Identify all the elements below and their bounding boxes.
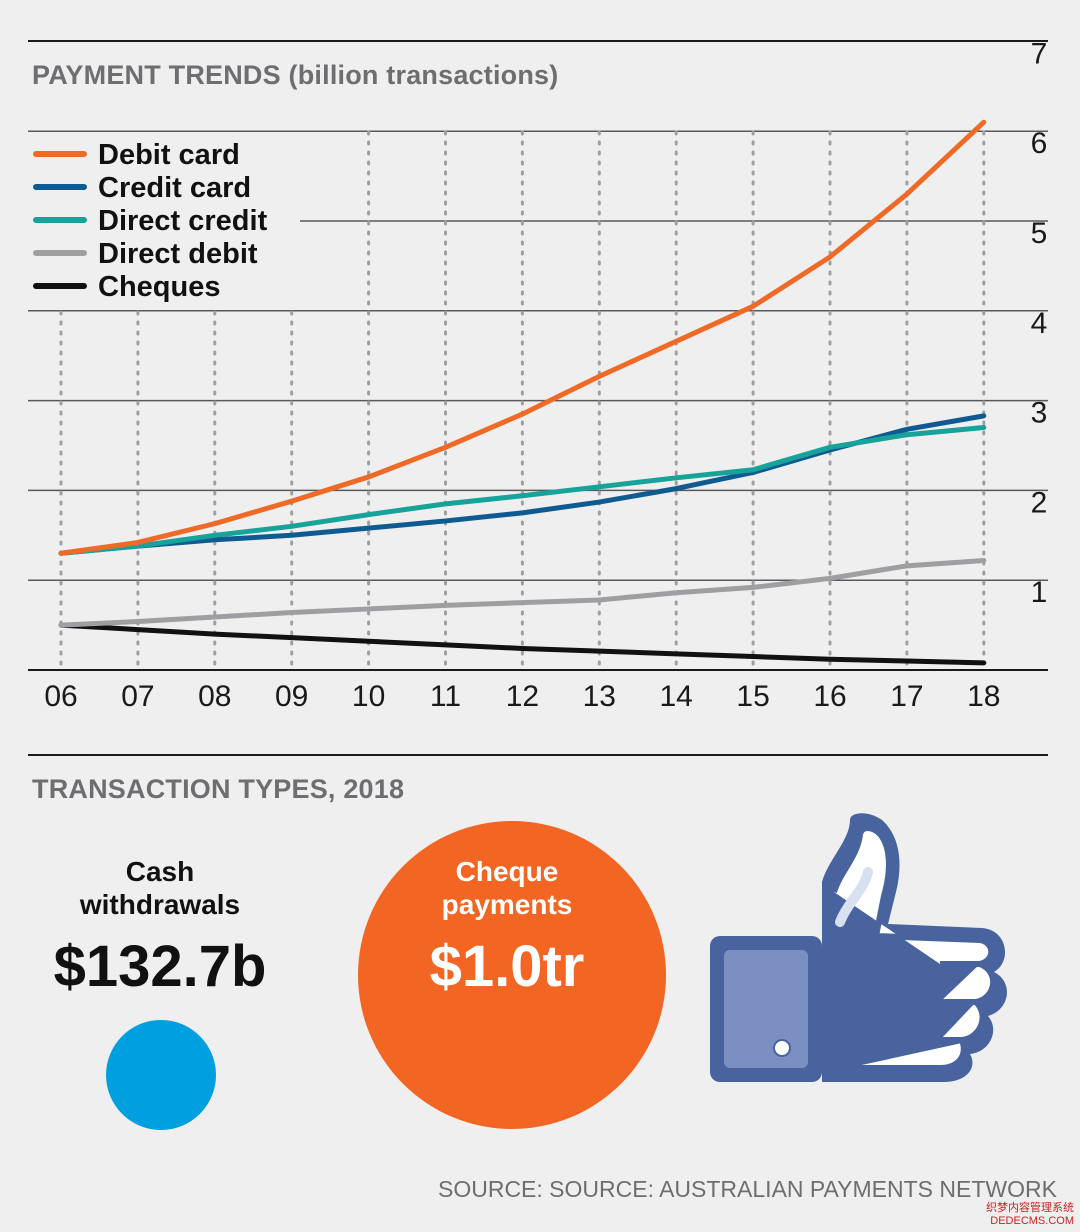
cash-value: $132.7b — [53, 934, 267, 999]
cash-bubble — [106, 1020, 216, 1130]
x-tick-label: 16 — [813, 680, 846, 713]
transactions-title: TRANSACTION TYPES, 2018 — [32, 774, 405, 804]
y-tick-label: 4 — [1031, 307, 1048, 340]
x-tick-label: 12 — [506, 680, 539, 713]
x-tick-label: 09 — [275, 680, 308, 713]
cheque-label-line2: payments — [441, 889, 573, 920]
thumb-fill — [831, 825, 997, 1071]
x-tick-label: 13 — [583, 680, 616, 713]
cash-label: Cash withdrawals — [40, 855, 280, 921]
y-tick-label: 5 — [1031, 217, 1048, 250]
section-rule — [28, 754, 1048, 756]
sleeve-button — [773, 1039, 791, 1057]
x-tick-label: 17 — [890, 680, 923, 713]
sleeve-fill — [724, 950, 808, 1068]
x-tick-label: 10 — [352, 680, 385, 713]
cheque-label: Cheque payments — [372, 855, 642, 921]
cheque-label-line1: Cheque — [455, 856, 559, 887]
legend-label-credit-card: Credit card — [98, 172, 251, 204]
watermark: 织梦内容管理系统 DEDECMS.COM — [986, 1202, 1074, 1228]
cash-circle — [106, 1020, 216, 1130]
series-line-credit-card — [58, 413, 987, 556]
series-line-direct-debit — [58, 557, 987, 628]
thumb-highlight — [835, 867, 873, 927]
x-tick-label: 07 — [121, 680, 154, 713]
x-tick-label: 15 — [736, 680, 769, 713]
y-tick-label: 1 — [1031, 576, 1048, 609]
cheque-value: $1.0tr — [429, 934, 585, 999]
cheque-circle — [358, 821, 666, 1129]
x-tick-label: 14 — [660, 680, 693, 713]
y-tick-label: 7 — [1031, 37, 1048, 70]
legend-label-debit-card: Debit card — [98, 139, 240, 171]
chart-title: PAYMENT TRENDS (billion transactions) — [32, 60, 559, 90]
cash-label-line1: Cash — [125, 856, 195, 887]
legend-label-cheques: Cheques — [98, 271, 220, 303]
y-tick-label: 3 — [1031, 397, 1048, 430]
x-tick-label: 18 — [967, 680, 1000, 713]
x-tick-label: 11 — [430, 680, 461, 713]
series-line-direct-credit — [58, 425, 987, 556]
x-tick-label: 08 — [198, 680, 231, 713]
cash-label-line2: withdrawals — [79, 889, 241, 920]
top-rule — [28, 40, 1048, 42]
y-tick-label: 6 — [1031, 127, 1048, 160]
x-tick-label: 06 — [44, 680, 77, 713]
legend-label-direct-credit: Direct credit — [98, 205, 268, 237]
legend-label-direct-debit: Direct debit — [98, 238, 258, 270]
cheque-bubble — [358, 821, 666, 1129]
series-line-cheques — [58, 622, 987, 666]
watermark-line2: DEDECMS.COM — [990, 1215, 1074, 1227]
watermark-line1: 织梦内容管理系统 — [986, 1202, 1074, 1214]
series-line-debit-card — [58, 119, 987, 556]
y-tick-label: 2 — [1031, 486, 1048, 519]
facebook-like-thumbs-up-icon — [710, 813, 1007, 1082]
source-note: SOURCE: SOURCE: AUSTRALIAN PAYMENTS NETW… — [438, 1176, 1057, 1202]
